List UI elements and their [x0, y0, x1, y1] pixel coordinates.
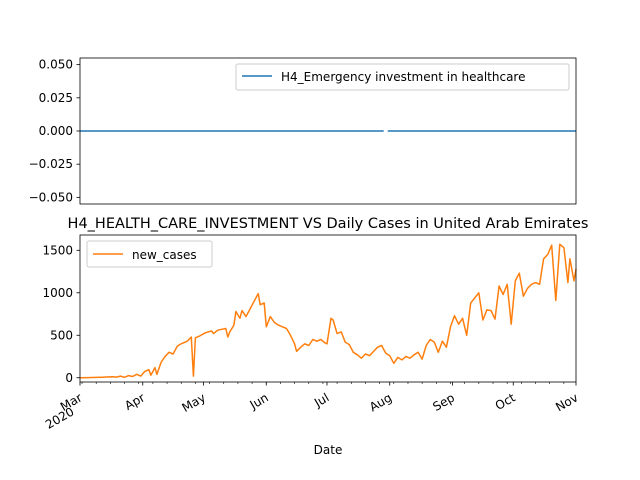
y-tick-label: 0: [65, 371, 73, 385]
top-legend-box: [235, 63, 570, 91]
chart-title: H4_HEALTH_CARE_INVESTMENT VS Daily Cases…: [68, 216, 589, 232]
x-tick-label: Oct: [493, 390, 518, 413]
x-tick-label: Aug: [367, 390, 394, 414]
x-tick-label: Nov: [553, 390, 580, 414]
bottom-legend-box: [86, 240, 213, 268]
x-tick-label: Apr: [122, 390, 147, 413]
top-legend-label: H4_Emergency investment in healthcare: [281, 70, 525, 84]
top-y-ticks: 0.050 0.025 0.000 −0.025 −0.050: [29, 58, 80, 204]
y-tick-label: −0.025: [29, 157, 73, 171]
x-tick-label: Sep: [430, 390, 457, 413]
y-tick-label: 0.025: [39, 91, 73, 105]
x-tick-label: Jul: [311, 390, 331, 410]
x-tick-label: May: [180, 390, 208, 415]
bottom-y-ticks: 0 500 1000 1500: [42, 243, 80, 385]
series-line-new-cases: [79, 243, 577, 379]
top-legend: H4_Emergency investment in healthcare: [235, 63, 570, 91]
y-tick-label: 1500: [42, 243, 73, 257]
bottom-legend-label: new_cases: [132, 248, 197, 262]
y-tick-label: 0.000: [39, 124, 73, 138]
bottom-legend: new_cases: [86, 240, 213, 268]
x-axis-label: Date: [314, 443, 343, 457]
bottom-subplot: H4_HEALTH_CARE_INVESTMENT VS Daily Cases…: [42, 216, 588, 457]
bottom-plot-frame: [79, 234, 577, 383]
y-tick-label: 0.050: [39, 58, 73, 72]
y-tick-label: 500: [50, 328, 73, 342]
y-tick-label: 1000: [42, 286, 73, 300]
top-plot-frame: [79, 57, 577, 205]
bottom-series: [79, 243, 577, 379]
top-subplot: 0.050 0.025 0.000 −0.025 −0.050 H4_Emergency…: [29, 57, 577, 205]
x-tick-sublabel: 2020: [43, 404, 76, 431]
y-tick-label: −0.050: [29, 190, 73, 204]
x-tick-label: Jun: [247, 390, 271, 412]
